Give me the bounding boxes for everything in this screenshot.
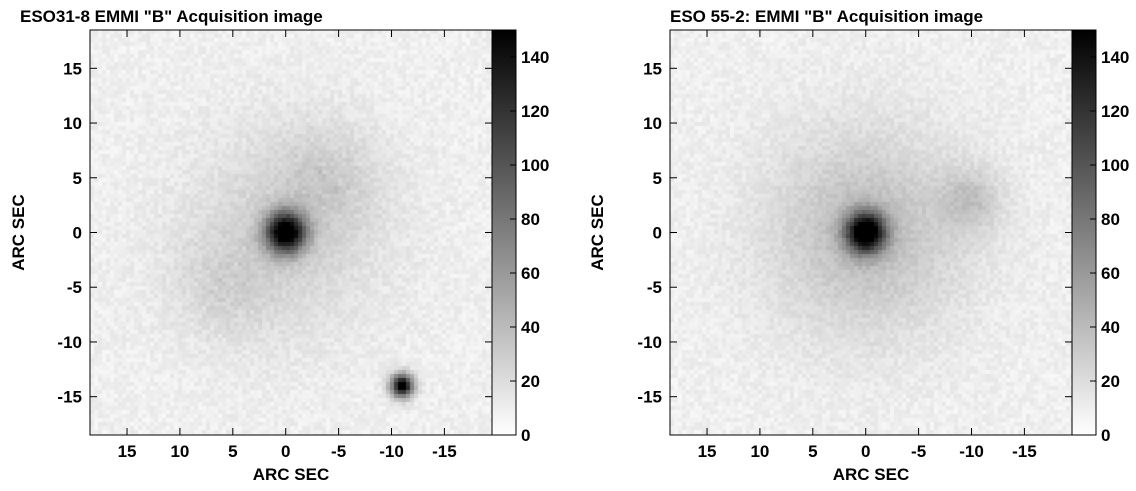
y-tick-label: 5 [653, 169, 662, 188]
x-tick-label: 0 [861, 442, 870, 461]
colorbar-tick-label: 120 [1101, 102, 1129, 121]
x-tick-label: 15 [118, 442, 137, 461]
x-tick-label: 5 [808, 442, 817, 461]
colorbar-tick-label: 20 [521, 372, 540, 391]
colorbar-tick-label: 100 [1101, 156, 1129, 175]
colorbar-tick-label: 80 [521, 210, 540, 229]
colorbar-tick-label: 140 [521, 48, 549, 67]
x-tick-label: -5 [331, 442, 346, 461]
colorbar-tick-label: 80 [1101, 210, 1120, 229]
colorbar-tick-label: 120 [521, 102, 549, 121]
panel-2: 0 20 40 60 80 100 120 140 15 10 5 0 -5 -10 -15 15 10 5 0 -5… [588, 7, 1129, 484]
x-tick-label: -10 [959, 442, 984, 461]
x-tick-label: 5 [228, 442, 237, 461]
y-tick-label: 0 [653, 224, 662, 243]
colorbar [492, 30, 516, 435]
colorbar-tick-label: 60 [1101, 264, 1120, 283]
x-tick-label: 10 [750, 442, 769, 461]
x-tick-label: 0 [281, 442, 290, 461]
y-tick-label: -5 [647, 278, 662, 297]
y-axis-label: ARC SEC [588, 194, 607, 271]
colorbar-tick-label: 40 [521, 318, 540, 337]
y-tick-label: 15 [63, 59, 82, 78]
x-tick-label: -10 [379, 442, 404, 461]
x-tick-label: -15 [1012, 442, 1037, 461]
y-tick-label: 10 [63, 114, 82, 133]
y-tick-label: -15 [637, 388, 662, 407]
y-tick-label: -5 [67, 278, 82, 297]
y-tick-label: 10 [643, 114, 662, 133]
colorbar-tick-label: 0 [1101, 426, 1110, 445]
chart-title: ESO31-8 EMMI "B" Acquisition image [20, 7, 323, 26]
y-tick-label: 15 [643, 59, 662, 78]
x-tick-label: -5 [911, 442, 926, 461]
colorbar-tick-label: 0 [521, 426, 530, 445]
colorbar-tick-label: 60 [521, 264, 540, 283]
y-axis-label: ARC SEC [9, 194, 28, 271]
y-tick-label: -15 [57, 388, 82, 407]
y-tick-label: 0 [73, 224, 82, 243]
colorbar-tick-label: 20 [1101, 372, 1120, 391]
x-tick-label: 10 [170, 442, 189, 461]
colorbar-tick-label: 140 [1101, 48, 1129, 67]
panel-1: 0 20 40 60 80 100 120 140 15 10 5 0 -5 -10 -15 15 10 5 0 -5… [9, 7, 549, 484]
image-data [90, 30, 492, 435]
x-tick-label: -15 [432, 442, 457, 461]
x-axis-label: ARC SEC [833, 465, 910, 484]
image-data [670, 30, 1072, 435]
chart-title: ESO 55-2: EMMI "B" Acquisition image [670, 7, 983, 26]
y-tick-label: -10 [57, 333, 82, 352]
colorbar [1072, 30, 1096, 435]
colorbar-tick-label: 100 [521, 156, 549, 175]
x-axis-label: ARC SEC [253, 465, 330, 484]
y-tick-label: 5 [73, 169, 82, 188]
y-tick-label: -10 [637, 333, 662, 352]
x-tick-label: 15 [698, 442, 717, 461]
colorbar-tick-label: 40 [1101, 318, 1120, 337]
